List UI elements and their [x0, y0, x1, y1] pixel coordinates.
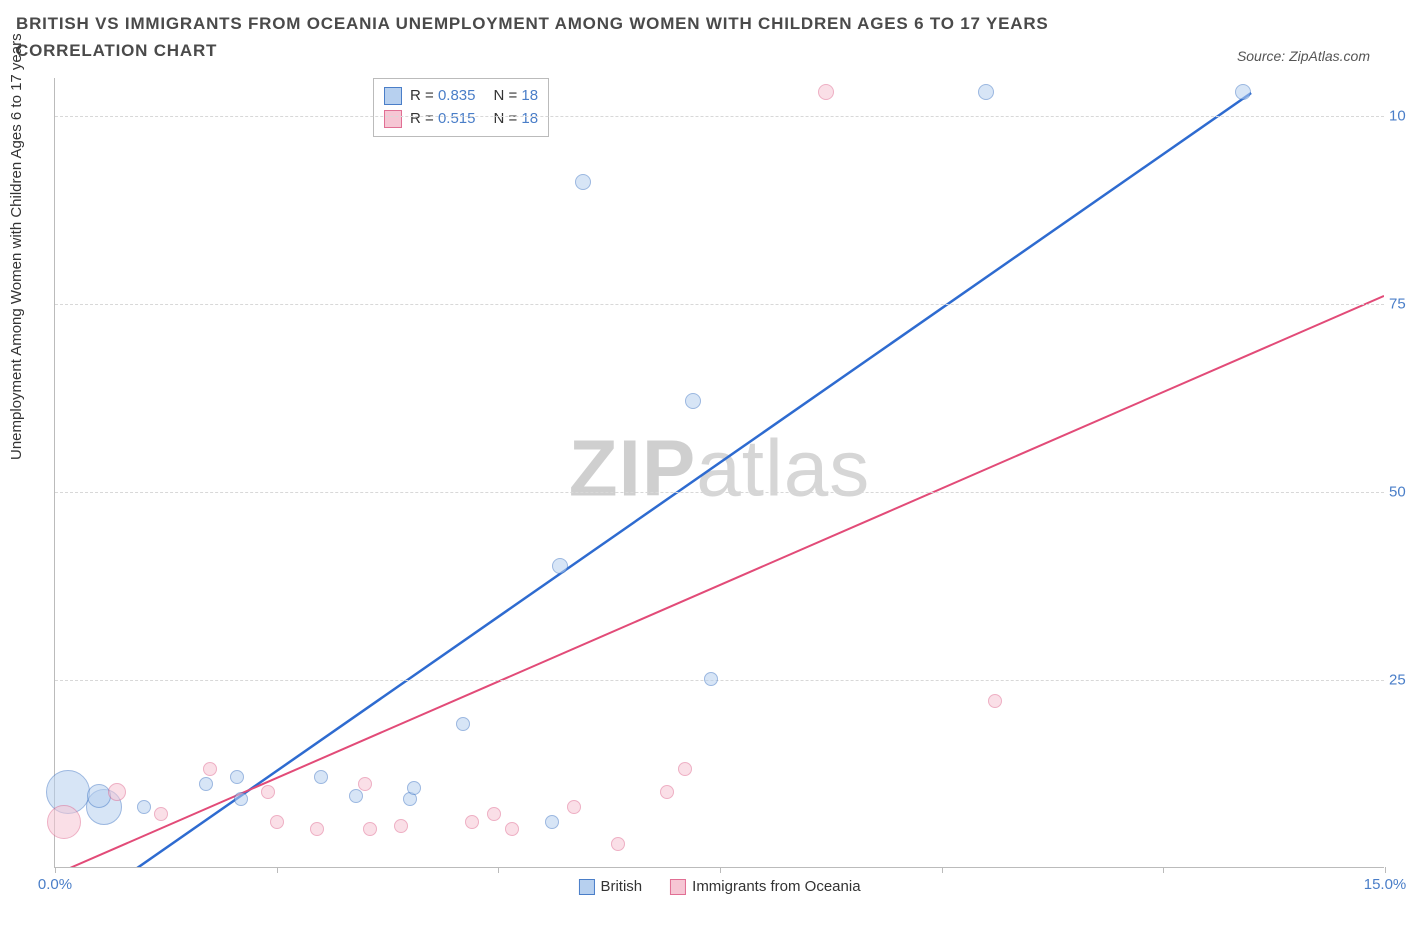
data-point: [660, 785, 674, 799]
data-point: [505, 822, 519, 836]
trend-line: [117, 93, 1251, 867]
data-point: [394, 819, 408, 833]
data-point: [552, 558, 568, 574]
data-point: [203, 762, 217, 776]
gridline: [55, 116, 1384, 117]
data-point: [978, 84, 994, 100]
y-tick-label: 75.0%: [1389, 295, 1406, 312]
source-credit: Source: ZipAtlas.com: [1237, 48, 1370, 64]
x-tick: [942, 867, 943, 873]
data-point: [1235, 84, 1251, 100]
x-tick-label: 0.0%: [38, 876, 72, 893]
data-point: [234, 792, 248, 806]
y-tick-label: 50.0%: [1389, 483, 1406, 500]
header: BRITISH VS IMMIGRANTS FROM OCEANIA UNEMP…: [16, 10, 1386, 64]
x-tick-label: 15.0%: [1364, 876, 1406, 893]
n-stat: N = 18: [493, 108, 538, 131]
stats-legend-row: R = 0.515 N = 18: [384, 108, 538, 131]
data-point: [685, 393, 701, 409]
gridline: [55, 492, 1384, 493]
gridline: [55, 304, 1384, 305]
watermark: ZIPatlas: [569, 422, 870, 514]
trend-line: [55, 296, 1384, 867]
series-label: British: [600, 878, 642, 895]
data-point: [108, 783, 126, 801]
stats-legend: R = 0.835 N = 18 R = 0.515 N = 18: [373, 78, 549, 137]
data-point: [314, 770, 328, 784]
x-tick: [720, 867, 721, 873]
data-point: [199, 777, 213, 791]
data-point: [407, 781, 421, 795]
data-point: [818, 84, 834, 100]
data-point: [87, 784, 111, 808]
data-point: [230, 770, 244, 784]
series-legend-item: Immigrants from Oceania: [670, 878, 860, 895]
data-point: [704, 672, 718, 686]
x-tick: [277, 867, 278, 873]
gridline: [55, 680, 1384, 681]
legend-swatch: [578, 879, 594, 895]
data-point: [575, 174, 591, 190]
data-point: [678, 762, 692, 776]
data-point: [456, 717, 470, 731]
data-point: [988, 694, 1002, 708]
series-legend-item: British: [578, 878, 642, 895]
data-point: [154, 807, 168, 821]
data-point: [487, 807, 501, 821]
y-axis-label: Unemployment Among Women with Children A…: [8, 33, 25, 460]
n-stat: N = 18: [493, 85, 538, 108]
legend-swatch: [384, 87, 402, 105]
legend-swatch: [384, 110, 402, 128]
trendlines: [55, 78, 1384, 867]
y-tick-label: 25.0%: [1389, 671, 1406, 688]
legend-swatch: [670, 879, 686, 895]
data-point: [47, 805, 81, 839]
series-label: Immigrants from Oceania: [692, 878, 860, 895]
data-point: [465, 815, 479, 829]
x-tick: [1163, 867, 1164, 873]
data-point: [349, 789, 363, 803]
r-stat: R = 0.515: [410, 108, 475, 131]
data-point: [358, 777, 372, 791]
data-point: [567, 800, 581, 814]
scatter-plot: ZIPatlas R = 0.835N = 18R = 0.515N = 18 …: [54, 78, 1384, 868]
r-stat: R = 0.835: [410, 85, 475, 108]
data-point: [545, 815, 559, 829]
data-point: [137, 800, 151, 814]
x-tick: [1385, 867, 1386, 873]
chart-title: BRITISH VS IMMIGRANTS FROM OCEANIA UNEMP…: [16, 10, 1116, 64]
data-point: [611, 837, 625, 851]
data-point: [261, 785, 275, 799]
data-point: [310, 822, 324, 836]
y-tick-label: 100.0%: [1389, 107, 1406, 124]
x-tick: [55, 867, 56, 873]
series-legend: British Immigrants from Oceania: [578, 878, 860, 895]
data-point: [270, 815, 284, 829]
stats-legend-row: R = 0.835 N = 18: [384, 85, 538, 108]
x-tick: [498, 867, 499, 873]
data-point: [363, 822, 377, 836]
